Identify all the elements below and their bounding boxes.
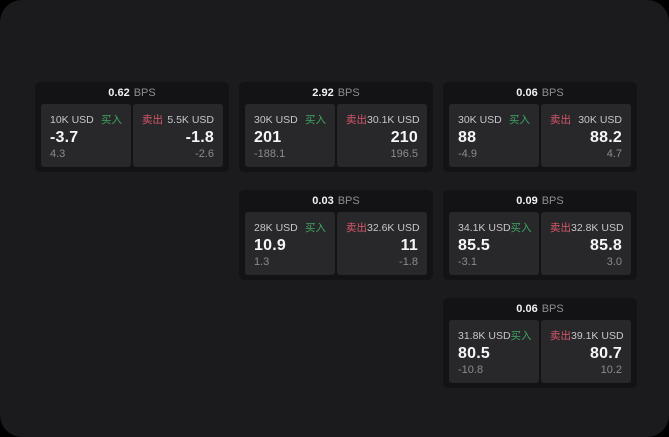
sell-panel[interactable]: 卖出 32.8K USD 85.8 3.0 [541, 212, 631, 275]
quote-card: 2.92 BPS 30K USD 买入 201 -188.1 卖出 30.1K … [239, 82, 433, 172]
price-panels: 30K USD 买入 201 -188.1 卖出 30.1K USD 210 1… [239, 104, 433, 172]
sell-sub-value: 10.2 [600, 364, 622, 376]
buy-panel[interactable]: 34.1K USD 买入 85.5 -3.1 [449, 212, 539, 275]
bps-value: 0.09 [516, 195, 538, 207]
buy-price: 80.5 [458, 345, 490, 362]
sell-side-label: 卖出 [550, 330, 571, 342]
buy-amount: 30K USD [458, 113, 502, 126]
sell-panel[interactable]: 卖出 30K USD 88.2 4.7 [541, 104, 631, 167]
buy-side-label: 买入 [305, 114, 326, 126]
sell-panel[interactable]: 卖出 30.1K USD 210 196.5 [337, 104, 427, 167]
price-panels: 30K USD 买入 88 -4.9 卖出 30K USD 88.2 4.7 [443, 104, 637, 172]
sell-panel[interactable]: 卖出 5.5K USD -1.8 -2.6 [133, 104, 223, 167]
sell-side-label: 卖出 [550, 222, 571, 234]
bps-header: 0.06 BPS [443, 298, 637, 320]
sell-amount: 30.1K USD [367, 113, 420, 126]
sell-amount: 39.1K USD [571, 329, 624, 342]
sell-price: 80.7 [590, 345, 622, 362]
bps-value: 0.06 [516, 303, 538, 315]
sell-amount: 30K USD [578, 113, 622, 126]
buy-panel[interactable]: 30K USD 买入 88 -4.9 [449, 104, 539, 167]
buy-sub-value: -188.1 [254, 148, 286, 160]
sell-sub-value: -1.8 [399, 256, 418, 268]
bps-value: 0.62 [108, 87, 130, 99]
buy-price: 85.5 [458, 237, 490, 254]
sell-sub-value: 3.0 [606, 256, 622, 268]
price-panels: 31.8K USD 买入 80.5 -10.8 卖出 39.1K USD 80.… [443, 320, 637, 388]
quote-card: 0.62 BPS 10K USD 买入 -3.7 4.3 卖出 5.5K USD [35, 82, 229, 172]
quote-card: 0.06 BPS 30K USD 买入 88 -4.9 卖出 30K USD [443, 82, 637, 172]
buy-side-label: 买入 [509, 114, 530, 126]
sell-price: 85.8 [590, 237, 622, 254]
sell-sub-value: -2.6 [195, 148, 214, 160]
buy-price: -3.7 [50, 129, 79, 146]
sell-amount: 32.6K USD [367, 221, 420, 234]
buy-sub-value: 4.3 [50, 148, 66, 160]
sell-price: 88.2 [590, 129, 622, 146]
buy-price: 88 [458, 129, 477, 146]
buy-amount: 28K USD [254, 221, 298, 234]
buy-sub-value: 1.3 [254, 256, 270, 268]
price-panels: 10K USD 买入 -3.7 4.3 卖出 5.5K USD -1.8 -2.… [35, 104, 229, 172]
bps-unit-label: BPS [541, 303, 564, 315]
sell-side-label: 卖出 [550, 114, 571, 126]
buy-amount: 30K USD [254, 113, 298, 126]
bps-header: 2.92 BPS [239, 82, 433, 104]
sell-panel[interactable]: 卖出 39.1K USD 80.7 10.2 [541, 320, 631, 383]
sell-side-label: 卖出 [346, 222, 367, 234]
sell-sub-value: 196.5 [390, 148, 418, 160]
bps-value: 0.03 [312, 195, 334, 207]
buy-panel[interactable]: 31.8K USD 买入 80.5 -10.8 [449, 320, 539, 383]
buy-amount: 34.1K USD [458, 221, 511, 234]
buy-side-label: 买入 [510, 222, 532, 234]
buy-panel[interactable]: 10K USD 买入 -3.7 4.3 [41, 104, 131, 167]
bps-unit-label: BPS [541, 195, 564, 207]
buy-price: 10.9 [254, 237, 286, 254]
bps-header: 0.09 BPS [443, 190, 637, 212]
sell-price: 210 [390, 129, 418, 146]
buy-amount: 10K USD [50, 113, 94, 126]
sell-price: -1.8 [185, 129, 214, 146]
sell-side-label: 卖出 [346, 114, 367, 126]
buy-panel[interactable]: 30K USD 买入 201 -188.1 [245, 104, 335, 167]
buy-panel[interactable]: 28K USD 买入 10.9 1.3 [245, 212, 335, 275]
sell-amount: 32.8K USD [571, 221, 624, 234]
bps-unit-label: BPS [337, 195, 360, 207]
price-panels: 34.1K USD 买入 85.5 -3.1 卖出 32.8K USD 85.8… [443, 212, 637, 280]
bps-unit-label: BPS [133, 87, 156, 99]
bps-value: 0.06 [516, 87, 538, 99]
sell-price: 11 [400, 237, 418, 254]
bps-unit-label: BPS [541, 87, 564, 99]
quote-card: 0.03 BPS 28K USD 买入 10.9 1.3 卖出 32.6K US… [239, 190, 433, 280]
price-panels: 28K USD 买入 10.9 1.3 卖出 32.6K USD 11 -1.8 [239, 212, 433, 280]
sell-side-label: 卖出 [142, 114, 163, 126]
bps-header: 0.62 BPS [35, 82, 229, 104]
buy-amount: 31.8K USD [458, 329, 511, 342]
quote-card: 0.06 BPS 31.8K USD 买入 80.5 -10.8 卖出 39.1… [443, 298, 637, 388]
buy-side-label: 买入 [510, 330, 532, 342]
buy-side-label: 买入 [305, 222, 326, 234]
buy-sub-value: -10.8 [458, 364, 484, 376]
buy-price: 201 [254, 129, 282, 146]
sell-amount: 5.5K USD [167, 113, 214, 126]
sell-panel[interactable]: 卖出 32.6K USD 11 -1.8 [337, 212, 427, 275]
buy-side-label: 买入 [101, 114, 122, 126]
quote-card: 0.09 BPS 34.1K USD 买入 85.5 -3.1 卖出 32.8K… [443, 190, 637, 280]
bps-unit-label: BPS [337, 87, 360, 99]
quote-card-grid: 0.62 BPS 10K USD 买入 -3.7 4.3 卖出 5.5K USD [35, 82, 637, 388]
bps-value: 2.92 [312, 87, 334, 99]
sell-sub-value: 4.7 [606, 148, 622, 160]
buy-sub-value: -4.9 [458, 148, 477, 160]
bps-header: 0.03 BPS [239, 190, 433, 212]
bps-header: 0.06 BPS [443, 82, 637, 104]
buy-sub-value: -3.1 [458, 256, 477, 268]
